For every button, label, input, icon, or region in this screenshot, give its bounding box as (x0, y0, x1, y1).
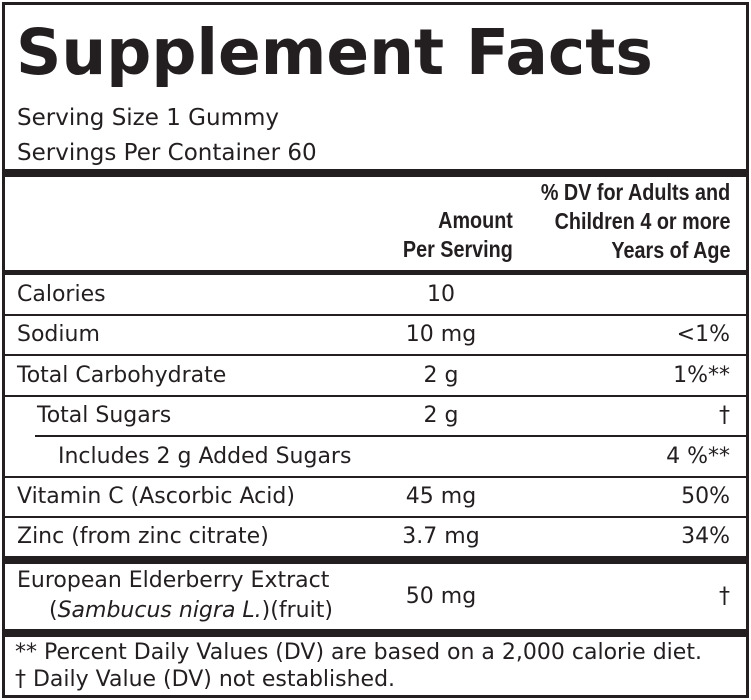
row-sugars-name: Total Sugars (37, 403, 172, 428)
row-calories-amount: 10 (427, 282, 455, 307)
amount-header-line1: Amount (438, 207, 513, 233)
row-elderberry-amount: 50 mg (405, 584, 477, 609)
row-added-sugars-dv: 4 %** (666, 444, 730, 469)
row-elderberry-name: European Elderberry Extract (17, 568, 330, 593)
row-carbohydrate-dv: 1%** (673, 363, 730, 388)
row-vitamin-c-dv: 50% (681, 484, 730, 509)
divider-thick-top (5, 169, 746, 177)
footnote-dv-basis: ** Percent Daily Values (DV) are based o… (15, 640, 702, 665)
row-sodium-amount: 10 mg (405, 322, 477, 347)
row-vitamin-c-name: Vitamin C (Ascorbic Acid) (17, 484, 295, 509)
row-sodium-dv: <1% (676, 322, 730, 347)
row-divider (5, 516, 746, 518)
row-divider (35, 435, 746, 437)
footnote-dv-not-established: † Daily Value (DV) not established. (15, 667, 396, 692)
amount-header-line2: Per Serving (403, 236, 513, 262)
serving-size: Serving Size 1 Gummy (17, 105, 279, 131)
dv-header-line2: Children 4 or more (554, 208, 730, 234)
row-zinc-name: Zinc (from zinc citrate) (17, 524, 269, 549)
row-sugars-dv: † (719, 403, 730, 428)
row-sodium-name: Sodium (17, 322, 100, 347)
row-elderberry-dv: † (719, 584, 730, 609)
row-carbohydrate-amount: 2 g (423, 363, 459, 388)
servings-per-container: Servings Per Container 60 (17, 140, 317, 166)
divider-header (5, 270, 746, 275)
divider-thick-middle (5, 556, 746, 564)
dv-header-line3: Years of Age (610, 237, 730, 263)
row-zinc-dv: 34% (681, 524, 730, 549)
row-vitamin-c-amount: 45 mg (405, 484, 477, 509)
panel-title: Supplement Facts (16, 16, 653, 89)
divider-thick-bottom (5, 629, 746, 637)
row-added-sugars-name: Includes 2 g Added Sugars (58, 444, 352, 469)
row-zinc-amount: 3.7 mg (402, 524, 480, 549)
row-elderberry-latin-line: (Sambucus nigra L.)(fruit) (49, 598, 333, 623)
row-elderberry-latin: Sambucus nigra L. (57, 598, 262, 623)
row-elderberry-part: (fruit) (270, 598, 333, 623)
row-divider (5, 476, 746, 478)
row-sugars-amount: 2 g (423, 403, 459, 428)
dv-header-line1: % DV for Adults and (540, 179, 730, 205)
row-divider (5, 395, 746, 397)
row-carbohydrate-name: Total Carbohydrate (17, 363, 227, 388)
row-divider (5, 314, 746, 316)
row-calories-name: Calories (17, 282, 106, 307)
row-divider (5, 354, 746, 356)
